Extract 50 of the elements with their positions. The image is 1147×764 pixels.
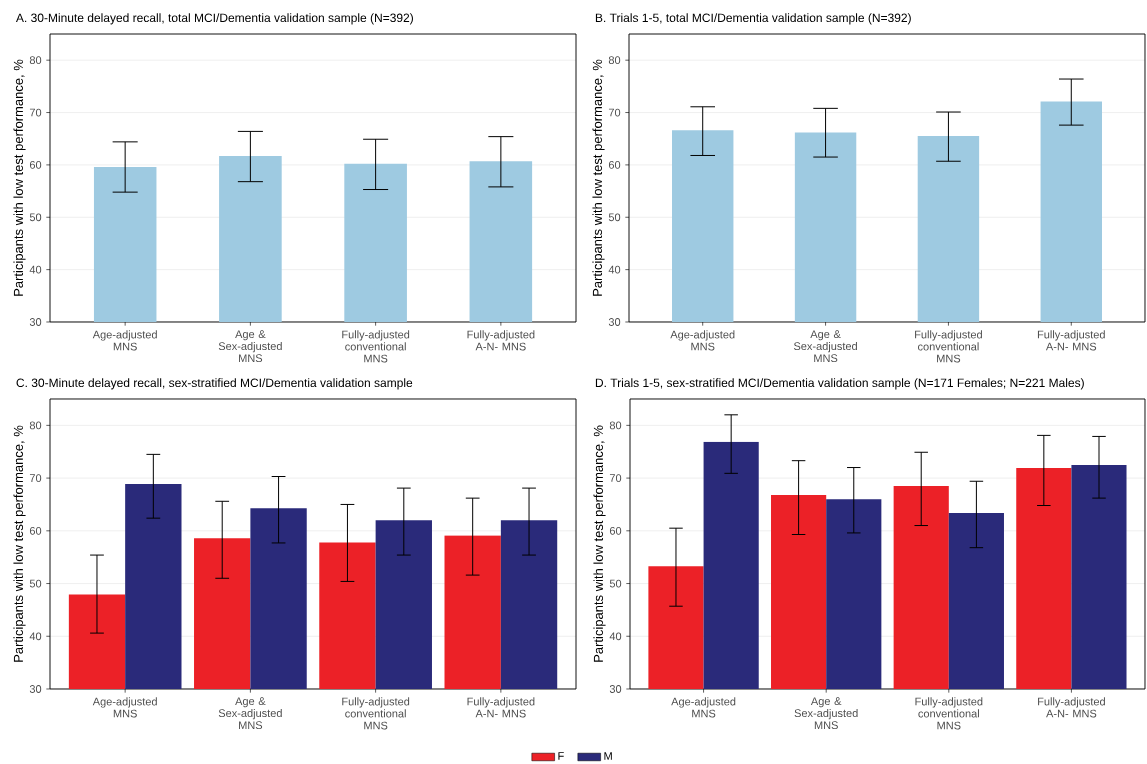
- y-tick-label: 30: [609, 685, 622, 693]
- x-tick-label: Age-adjusted MNS: [92, 330, 157, 351]
- chart-title: D. Trials 1-5, sex-stratified MCI/Dementia validation sample (N=171 Females; N=221 Males): [595, 378, 1084, 390]
- y-tick-label: 60: [608, 161, 621, 169]
- y-tick-label: 80: [29, 421, 42, 430]
- x-tick-label: Age & Sex-adjusted MNS: [218, 330, 282, 363]
- y-tick-label: 30: [608, 318, 621, 326]
- x-tick-label: Fully-adjusted A-N- MNS: [467, 330, 535, 351]
- y-tick-label: 50: [29, 579, 42, 588]
- y-tick-label: 70: [608, 108, 621, 117]
- x-tick-label: Age & Sex-adjusted MNS: [793, 330, 857, 363]
- chart-title: C. 30-Minute delayed recall, sex-stratified MCI/Dementia validation sample: [16, 378, 413, 390]
- x-tick-label: Fully-adjusted conventional MNS: [342, 697, 410, 730]
- y-axis-title: Participants with low test performance, %: [13, 425, 26, 662]
- x-tick-label: Age & Sex-adjusted MNS: [794, 697, 858, 730]
- x-tick-label: Fully-adjusted conventional MNS: [915, 330, 982, 363]
- x-tick-label: Fully-adjusted A-N- MNS: [1038, 697, 1105, 718]
- legend-label: M: [604, 752, 612, 760]
- chart-title: B. Trials 1-5, total MCI/Dementia validation sample (N=392): [595, 13, 911, 25]
- y-tick-label: 40: [608, 265, 621, 274]
- legend-label: F: [558, 752, 564, 760]
- y-tick-label: 30: [29, 318, 42, 326]
- x-tick-label: Fully-adjusted conventional MNS: [915, 697, 983, 730]
- x-tick-label: Age & Sex-adjusted MNS: [218, 697, 282, 730]
- y-axis-title: Participants with low test performance, %: [13, 59, 26, 296]
- y-tick-label: 60: [609, 526, 622, 535]
- chart-title: A. 30-Minute delayed recall, total MCI/Dementia validation sample (N=392): [15, 13, 413, 25]
- y-tick-label: 40: [609, 632, 622, 641]
- y-tick-label: 80: [609, 421, 622, 430]
- x-tick-label: Fully-adjusted A-N- MNS: [1037, 330, 1105, 351]
- y-tick-label: 40: [29, 632, 42, 641]
- y-axis-title: Participants with low test performance, %: [593, 425, 606, 662]
- y-tick-label: 80: [29, 56, 42, 65]
- y-tick-label: 70: [29, 108, 42, 117]
- y-axis-title: Participants with low test performance, %: [592, 59, 605, 296]
- y-tick-label: 70: [609, 474, 622, 482]
- y-tick-label: 60: [29, 161, 42, 169]
- x-tick-label: Fully-adjusted A-N- MNS: [467, 697, 535, 718]
- y-tick-label: 40: [29, 265, 42, 274]
- y-tick-label: 50: [609, 579, 622, 588]
- x-tick-label: Age-adjusted MNS: [670, 330, 735, 351]
- y-tick-label: 70: [29, 474, 42, 482]
- y-tick-label: 80: [608, 56, 621, 65]
- y-tick-label: 50: [29, 213, 42, 222]
- y-tick-label: 50: [608, 213, 621, 222]
- y-tick-label: 30: [29, 685, 42, 693]
- y-tick-label: 60: [29, 526, 42, 535]
- x-tick-label: Fully-adjusted conventional MNS: [342, 330, 410, 363]
- x-tick-label: Age-adjusted MNS: [92, 697, 157, 718]
- x-tick-label: Age-adjusted MNS: [671, 697, 736, 718]
